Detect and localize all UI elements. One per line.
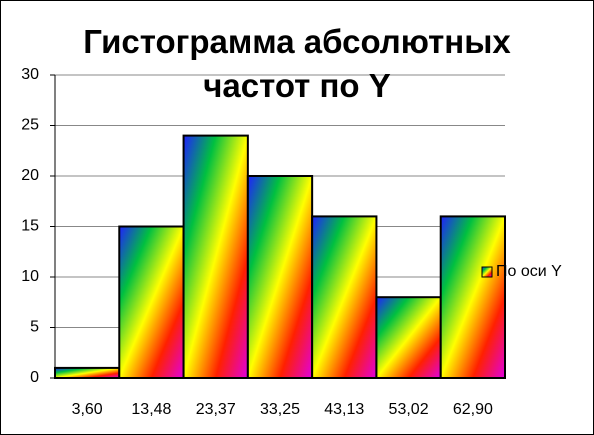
bar [54,366,121,379]
y-tick-label: 0 [30,369,39,386]
x-tick-label: 23,37 [196,401,236,418]
bar [375,296,442,380]
bar [439,215,507,379]
bar [246,175,314,379]
x-tick-label: 43,13 [324,401,364,418]
legend-label: По оси Y [496,263,562,280]
y-tick-label: 10 [21,268,39,285]
x-tick-label: 62,90 [453,401,493,418]
x-tick-label: 3,60 [72,401,103,418]
bar [311,215,378,379]
bar [182,134,249,379]
legend-swatch [481,266,493,278]
y-tick-label: 5 [30,319,39,336]
y-tick-label: 15 [21,218,39,235]
x-tick-label: 13,48 [131,401,171,418]
y-tick-label: 20 [21,167,39,184]
x-tick-label: 33,25 [260,401,300,418]
y-tick-label: 25 [21,117,39,134]
y-tick-label: 30 [21,66,39,83]
bar [118,225,185,379]
chart-title: Гистограмма абсолютных частот по Y [83,23,511,104]
x-tick-label: 53,02 [389,401,429,418]
